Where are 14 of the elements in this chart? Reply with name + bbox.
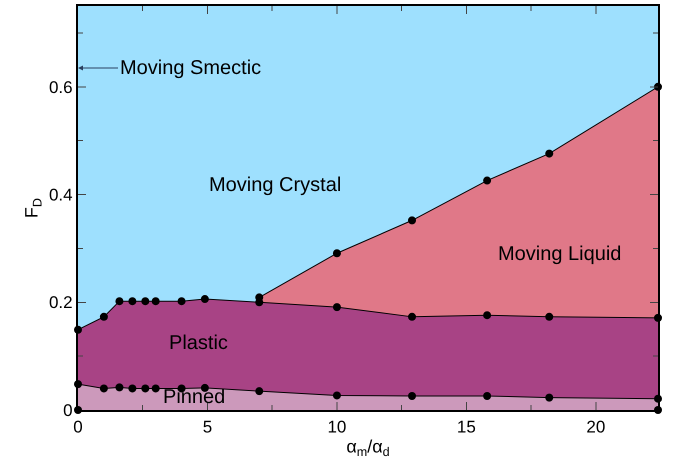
x-axis-title: α$_{m}$/α$_{d}$ bbox=[346, 436, 390, 460]
annotation: Plastic bbox=[169, 332, 228, 354]
annotation: Pinned bbox=[163, 386, 226, 408]
y-tick-label: 0.4 bbox=[48, 185, 73, 204]
annotation: Moving Liquid bbox=[498, 243, 622, 265]
y-tick-label: 0.6 bbox=[48, 78, 73, 97]
annotation: Moving Crystal bbox=[209, 174, 342, 196]
x-tick-label: 5 bbox=[202, 417, 212, 436]
x-tick-label: 20 bbox=[586, 417, 606, 436]
y-tick-label: 0 bbox=[63, 400, 73, 420]
annotation: Moving Smectic bbox=[120, 57, 262, 79]
x-tick-label: 10 bbox=[327, 417, 346, 436]
x-tick-label: 15 bbox=[456, 417, 476, 436]
y-tick-label: 0.2 bbox=[48, 293, 73, 312]
